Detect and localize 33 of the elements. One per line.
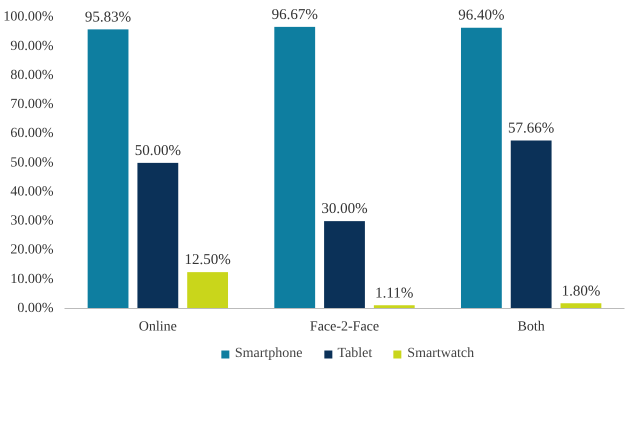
y-tick-label: 20.00%	[10, 242, 54, 258]
x-tick-label: Face-2-Face	[310, 320, 380, 334]
y-tick-label: 100.00%	[3, 10, 54, 25]
data-label: 1.11%	[375, 285, 414, 302]
bar	[137, 162, 178, 308]
y-tick-label: 70.00%	[10, 97, 54, 112]
data-label: 95.83%	[84, 9, 132, 26]
x-tick-label: Online	[138, 320, 177, 334]
y-tick-label: 50.00%	[10, 155, 54, 170]
data-label: 1.80%	[562, 283, 600, 300]
y-tick-label: 30.00%	[10, 214, 54, 229]
data-label: 50.00%	[134, 142, 181, 159]
legend-label: Smartwatch	[407, 346, 474, 362]
bar	[274, 26, 316, 308]
y-tick-label: 80.00%	[10, 68, 54, 83]
data-label: 30.00%	[321, 201, 368, 218]
y-tick-label: 90.00%	[10, 38, 54, 54]
bar	[324, 221, 365, 308]
y-tick-label: 40.00%	[10, 184, 54, 200]
legend-label: Tablet	[338, 346, 372, 362]
data-label: 12.50%	[184, 252, 231, 268]
legend-label: Smartphone	[234, 346, 302, 362]
data-label: 57.66%	[508, 120, 554, 137]
y-tick-label: 0.00%	[17, 301, 54, 316]
bar	[460, 28, 502, 308]
bar	[187, 272, 228, 308]
x-tick-label: Both	[518, 320, 545, 334]
y-tick-label: 10.00%	[10, 272, 54, 287]
y-tick-label: 60.00%	[10, 126, 54, 142]
data-label: 96.40%	[458, 8, 505, 24]
bar	[510, 140, 552, 308]
bar	[88, 29, 128, 308]
data-label: 96.67%	[272, 6, 318, 23]
